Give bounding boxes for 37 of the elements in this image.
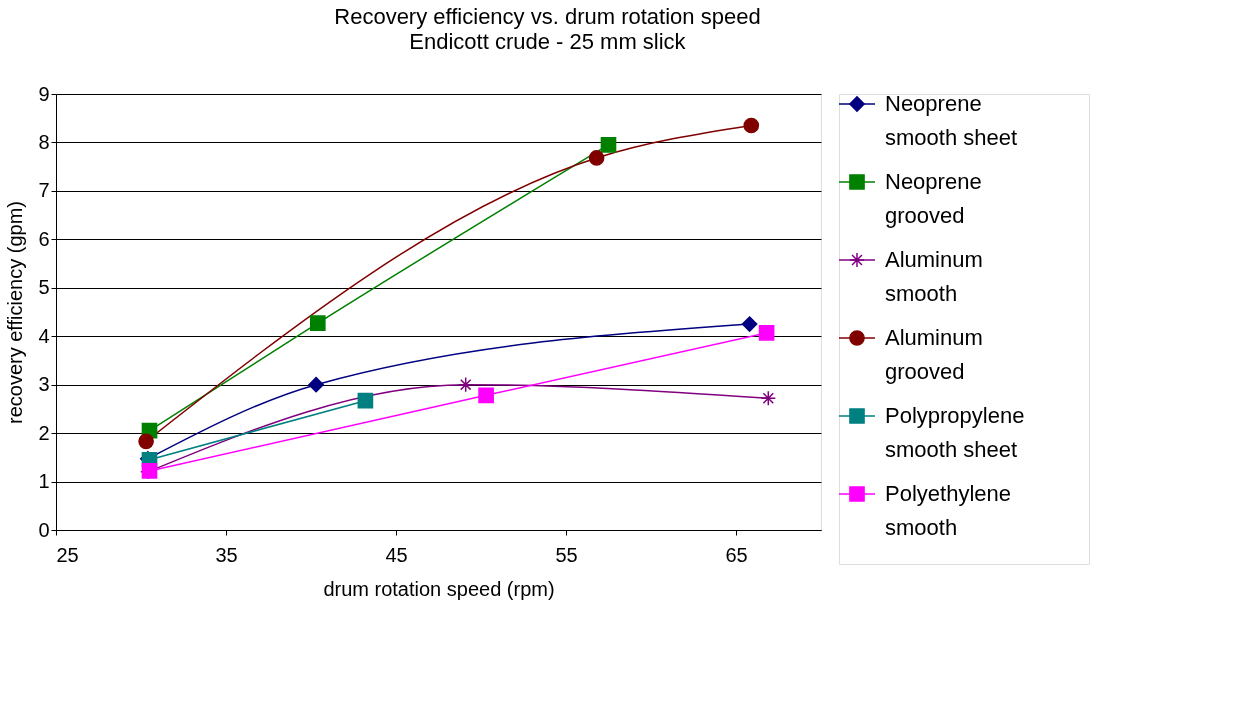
point <box>457 376 474 393</box>
y-tick-label: 9 <box>38 82 50 105</box>
x-tick-label: 45 <box>385 543 408 566</box>
point <box>478 387 494 404</box>
point <box>760 390 777 407</box>
point <box>758 325 775 341</box>
legend-label: Polyethylene smooth <box>885 481 1011 540</box>
x-tick-label: 25 <box>56 543 79 566</box>
y-tick-label: 0 <box>38 518 50 541</box>
x-axis-title: drum rotation speed (rpm) <box>323 577 555 600</box>
y-tick-label: 6 <box>38 227 50 250</box>
y-tick-label: 2 <box>38 421 50 444</box>
point <box>138 433 154 450</box>
x-tick-label: 35 <box>215 543 238 566</box>
legend-label: Aluminum grooved <box>885 325 983 384</box>
y-tick-label: 3 <box>38 373 50 396</box>
point <box>588 150 605 166</box>
chart-title: Recovery efficiency vs. drum rotation speed <box>334 3 761 29</box>
x-tick-label: 65 <box>725 543 748 566</box>
chart-subtitle: Endicott crude - 25 mm slick <box>409 28 687 54</box>
legend-label: Polypropylene smooth sheet <box>885 403 1025 462</box>
y-tick-label: 1 <box>38 470 50 493</box>
y-tick-label: 8 <box>38 130 50 153</box>
y-tick-label: 4 <box>38 324 50 347</box>
point <box>741 316 758 332</box>
point <box>309 315 326 331</box>
y-tick-label: 5 <box>38 276 50 299</box>
point <box>743 117 760 134</box>
x-tick-label: 55 <box>555 543 578 566</box>
point <box>308 376 324 393</box>
legend-label: Aluminum smooth <box>885 247 983 306</box>
legend-label: Neoprene smooth sheet <box>885 91 1018 150</box>
point <box>357 392 374 409</box>
y-axis-title: recovery efficiency (gpm) <box>4 200 27 425</box>
legend-label: Neoprene grooved <box>885 169 982 228</box>
y-tick-label: 7 <box>38 179 50 202</box>
point <box>600 137 617 153</box>
